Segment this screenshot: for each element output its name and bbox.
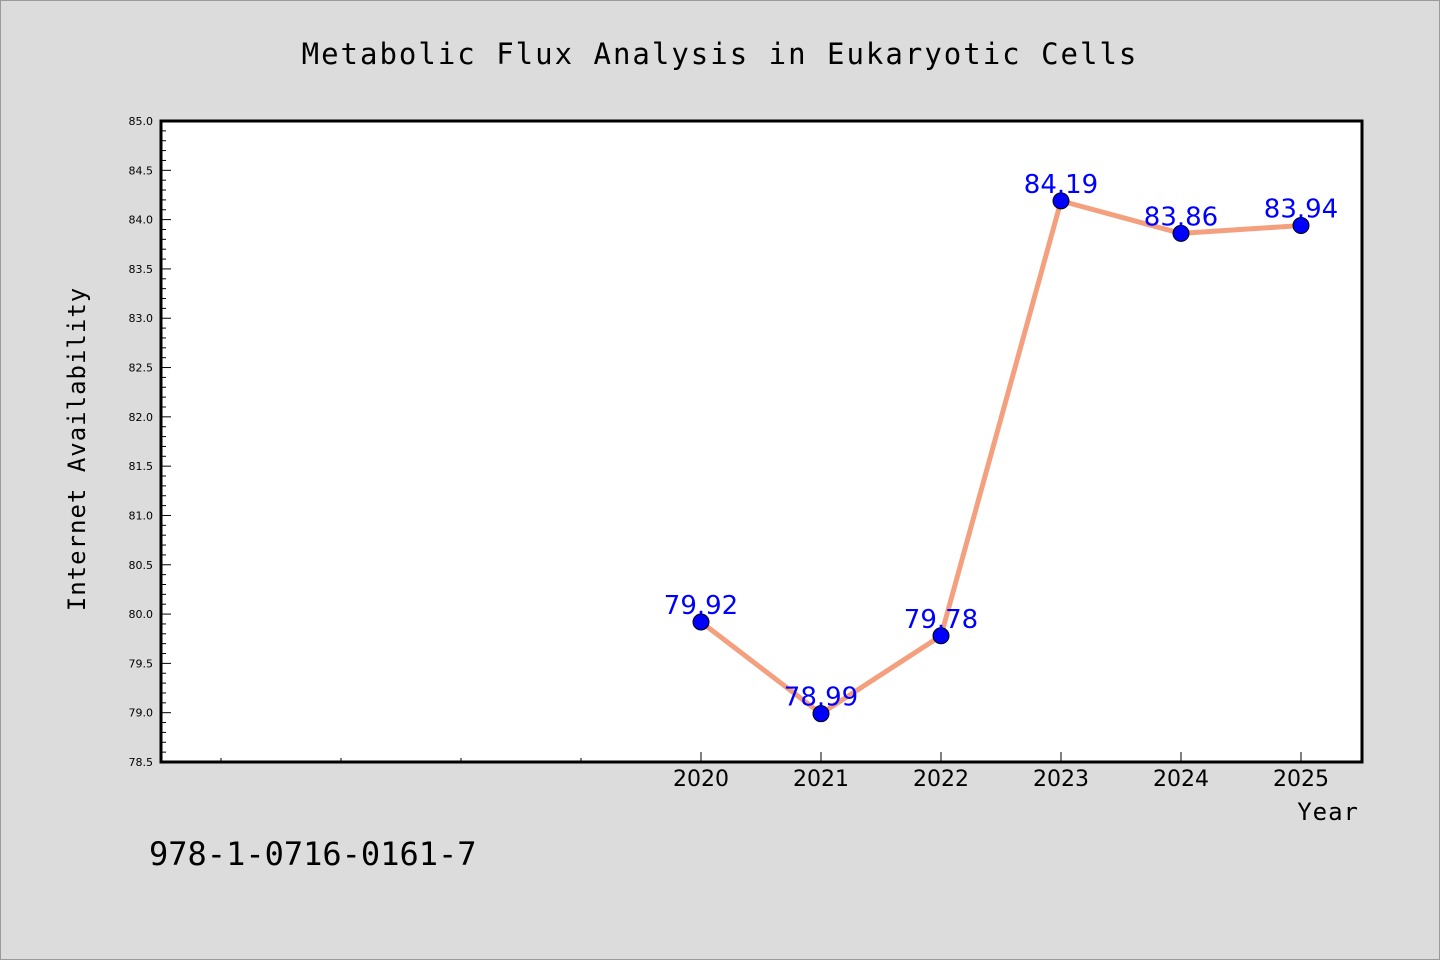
- data-label: 84.19: [1024, 170, 1098, 200]
- x-tick-label: 2025: [1273, 767, 1329, 792]
- series-line: [698, 198, 1304, 717]
- chart-title: Metabolic Flux Analysis in Eukaryotic Ce…: [302, 37, 1139, 71]
- data-point: [1172, 224, 1190, 242]
- data-label: 78.99: [784, 683, 858, 713]
- axes-ticks: 78.5 79.0 79.5 80.0 80.5 81.0 81.5 82.0 82.5 83.0…: [129, 115, 1330, 792]
- series-labels: 79.92 78.99 79.78 84.19 83.86 83.94: [664, 170, 1338, 713]
- data-label: 79.92: [664, 591, 738, 621]
- series-points: [692, 192, 1310, 723]
- y-tick-label: 85.0: [129, 115, 154, 128]
- y-tick-label: 84.0: [129, 214, 154, 227]
- y-axis-label: Internet Availability: [63, 287, 91, 611]
- y-tick-label: 79.5: [129, 657, 154, 670]
- y-tick-label: 82.0: [129, 411, 154, 424]
- x-tick-label: 2022: [913, 767, 969, 792]
- y-tick-label: 79.0: [129, 707, 154, 720]
- x-tick-label: 2023: [1033, 767, 1089, 792]
- y-tick-label: 83.0: [129, 312, 154, 325]
- isbn-label: 978-1-0716-0161-7: [149, 835, 477, 873]
- data-label: 83.86: [1144, 202, 1218, 232]
- data-point: [692, 613, 710, 631]
- y-tick-label: 80.0: [129, 608, 154, 621]
- data-point: [1052, 192, 1070, 210]
- y-tick-label: 78.5: [129, 756, 154, 769]
- y-tick-label: 83.5: [129, 263, 154, 276]
- y-tick-label: 81.5: [129, 460, 154, 473]
- data-point: [932, 627, 950, 645]
- data-point: [1292, 217, 1310, 235]
- y-tick-label: 84.5: [129, 164, 154, 177]
- x-tick-label: 2020: [673, 767, 729, 792]
- y-tick-label: 80.5: [129, 559, 154, 572]
- data-label: 83.94: [1264, 195, 1338, 225]
- data-point: [812, 705, 830, 723]
- x-tick-label: 2024: [1153, 767, 1209, 792]
- y-tick-label: 81.0: [129, 509, 154, 522]
- line-series: [698, 198, 1304, 717]
- data-label: 79.78: [904, 605, 978, 635]
- y-tick-label: 82.5: [129, 362, 154, 375]
- x-tick-label: 2021: [793, 767, 849, 792]
- x-axis-label: Year: [1297, 798, 1359, 826]
